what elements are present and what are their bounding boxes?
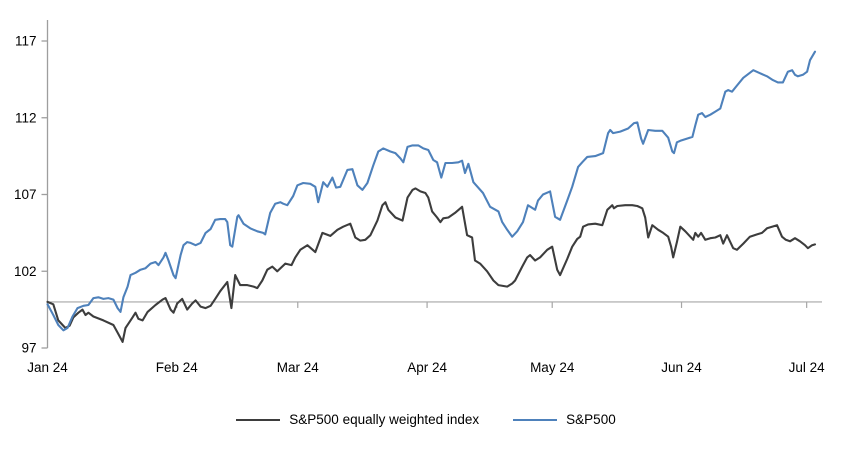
- legend-item-sp500: S&P500: [513, 413, 616, 427]
- x-tick-label: Jun 24: [661, 360, 702, 375]
- sp500-line: [46, 50, 817, 332]
- x-tick-label: Jan 24: [27, 360, 68, 375]
- legend-item-sp500-equal-weight: S&P500 equally weighted index: [236, 413, 479, 427]
- x-tick-label: Mar 24: [277, 360, 320, 375]
- x-tick-label: Apr 24: [407, 360, 447, 375]
- x-tick-label: May 24: [530, 360, 575, 375]
- legend-label: S&P500: [566, 412, 616, 427]
- sp500-line-swatch: [513, 418, 558, 421]
- sp500ew-line: [46, 187, 817, 343]
- x-tick-label: Jul 24: [789, 360, 826, 375]
- chart-legend: S&P500 equally weighted index S&P500: [0, 413, 852, 427]
- legend-label: S&P500 equally weighted index: [289, 412, 480, 427]
- y-tick-label: 112: [15, 110, 37, 125]
- y-tick-label: 117: [15, 34, 37, 49]
- x-tick-label: Feb 24: [156, 360, 199, 375]
- y-tick-label: 107: [14, 187, 37, 202]
- y-tick-label: 97: [21, 341, 36, 356]
- sp500ew-line-swatch: [236, 418, 281, 421]
- y-tick-label: 102: [14, 264, 37, 279]
